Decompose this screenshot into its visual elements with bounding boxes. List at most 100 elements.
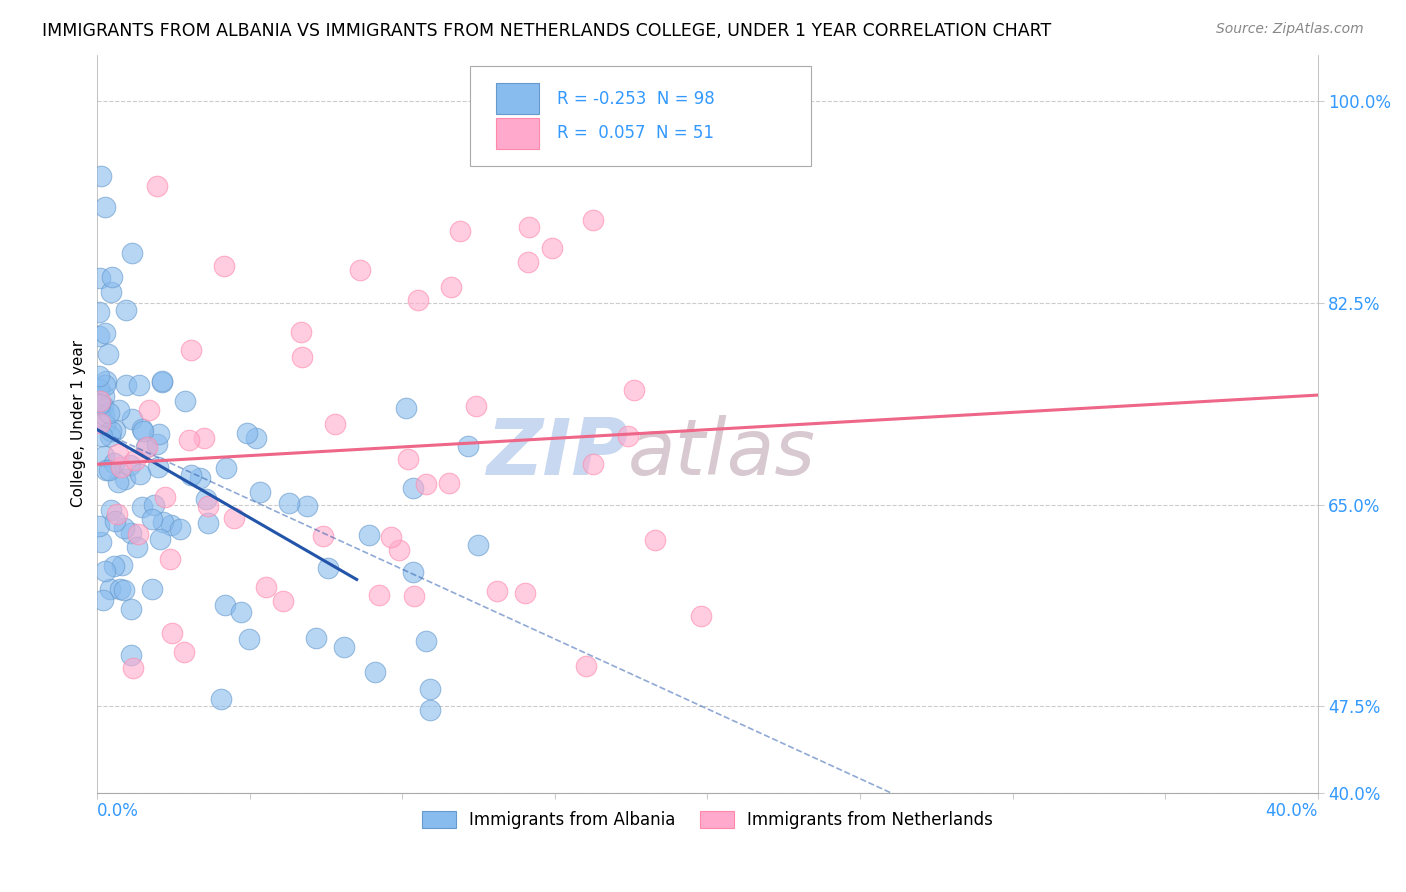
Point <box>517 255 540 269</box>
Point <box>159 551 181 566</box>
Point <box>540 241 562 255</box>
Point <box>121 246 143 260</box>
Point <box>467 538 489 552</box>
Point <box>238 632 260 646</box>
Point <box>174 394 197 409</box>
Point <box>93 449 115 463</box>
Point <box>97 347 120 361</box>
Point <box>103 559 125 574</box>
Point <box>93 417 115 431</box>
Point <box>98 582 121 596</box>
Point <box>419 681 441 696</box>
Point <box>148 426 170 441</box>
Point <box>332 640 354 655</box>
Y-axis label: College, Under 1 year: College, Under 1 year <box>72 341 86 508</box>
Point <box>188 470 211 484</box>
Point <box>402 566 425 580</box>
Point <box>115 378 138 392</box>
Point <box>100 424 122 438</box>
Point <box>367 588 389 602</box>
Point <box>90 169 112 184</box>
Point <box>402 589 425 603</box>
Point <box>121 661 143 675</box>
Point <box>107 447 129 461</box>
Point <box>87 305 110 319</box>
Point <box>415 477 437 491</box>
Point <box>141 582 163 596</box>
Point <box>277 496 299 510</box>
Point <box>127 540 149 554</box>
Point <box>104 514 127 528</box>
Point <box>290 325 312 339</box>
Point <box>111 558 134 572</box>
Point <box>295 499 318 513</box>
Point <box>197 516 219 530</box>
Point <box>103 457 125 471</box>
Point <box>132 425 155 439</box>
Point <box>93 389 115 403</box>
Point <box>153 490 176 504</box>
Point <box>128 467 150 481</box>
Point <box>107 475 129 489</box>
Point <box>87 328 110 343</box>
Point <box>98 406 121 420</box>
Point <box>142 498 165 512</box>
Text: 0.0%: 0.0% <box>97 802 139 820</box>
Point <box>364 665 387 680</box>
Point <box>415 634 437 648</box>
Point <box>517 220 540 235</box>
Point <box>193 431 215 445</box>
Point <box>197 499 219 513</box>
Text: IMMIGRANTS FROM ALBANIA VS IMMIGRANTS FROM NETHERLANDS COLLEGE, UNDER 1 YEAR COR: IMMIGRANTS FROM ALBANIA VS IMMIGRANTS FR… <box>42 22 1052 40</box>
Point <box>120 602 142 616</box>
Point <box>690 608 713 623</box>
Point <box>271 594 294 608</box>
Point <box>575 659 598 673</box>
Point <box>644 533 666 547</box>
Point <box>91 399 114 413</box>
Point <box>146 459 169 474</box>
Point <box>150 375 173 389</box>
Point <box>90 534 112 549</box>
Point <box>128 378 150 392</box>
Point <box>152 515 174 529</box>
Point <box>387 543 409 558</box>
Text: R = -0.253  N = 98: R = -0.253 N = 98 <box>557 90 716 108</box>
Point <box>616 429 638 443</box>
Point <box>94 564 117 578</box>
Point <box>124 453 146 467</box>
Point <box>89 393 111 408</box>
Point <box>145 437 167 451</box>
Point <box>93 409 115 423</box>
Point <box>449 224 471 238</box>
Point <box>87 382 110 396</box>
Point <box>402 482 425 496</box>
Point <box>89 397 111 411</box>
Point <box>94 378 117 392</box>
Point <box>515 586 537 600</box>
Point <box>179 433 201 447</box>
Point <box>224 511 246 525</box>
Point <box>214 598 236 612</box>
Point <box>180 468 202 483</box>
Point <box>120 458 142 472</box>
Point <box>395 401 418 415</box>
Bar <box>496 118 538 149</box>
Point <box>349 262 371 277</box>
Point <box>100 270 122 285</box>
Point <box>440 280 463 294</box>
Point <box>229 605 252 619</box>
Point <box>582 457 605 471</box>
Point <box>311 529 333 543</box>
Point <box>380 529 402 543</box>
Text: atlas: atlas <box>628 416 815 491</box>
Point <box>359 527 381 541</box>
Point <box>120 648 142 662</box>
Point <box>214 259 236 273</box>
Point <box>323 417 346 431</box>
Point <box>457 439 479 453</box>
Point <box>98 429 121 443</box>
Point <box>135 440 157 454</box>
Point <box>94 200 117 214</box>
Point <box>110 460 132 475</box>
